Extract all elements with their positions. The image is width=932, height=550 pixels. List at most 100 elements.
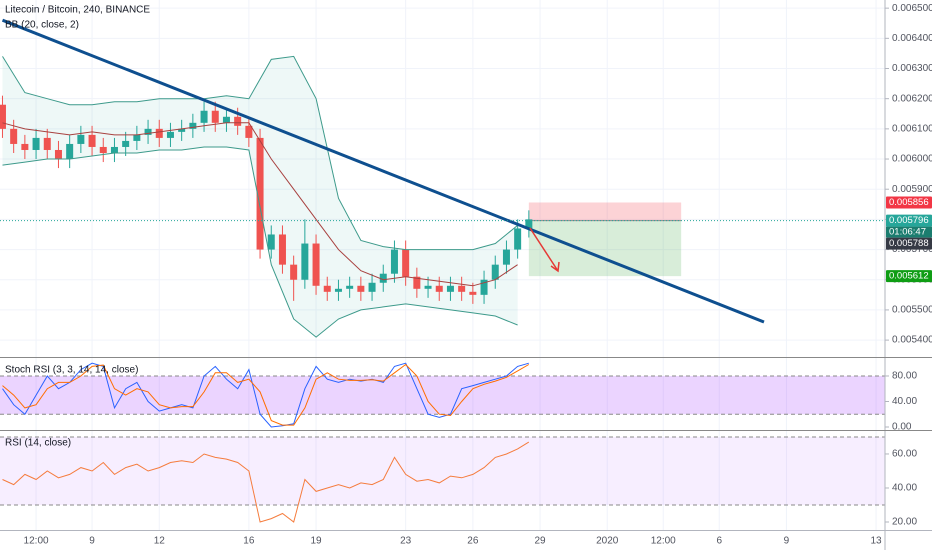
price-tag: [886, 214, 932, 227]
band-fill: [0, 436, 885, 505]
arrow-annotation: [529, 227, 560, 273]
candle-body: [446, 285, 454, 292]
candle-body: [290, 264, 298, 280]
candle-body: [312, 243, 320, 286]
candle-body: [189, 122, 197, 129]
y-tick-label: 0.005900: [892, 184, 932, 195]
indicator-line: [2, 441, 530, 523]
indicator-legend: BB (20, close, 2): [5, 20, 79, 31]
candle-body: [502, 249, 510, 265]
x-tick-label: 6: [716, 536, 722, 547]
candle-body: [245, 125, 253, 138]
x-tick-label: 12:00: [651, 536, 676, 547]
indicator-line: [2, 363, 530, 426]
candle-body: [0, 104, 6, 129]
stop-zone: [528, 202, 682, 221]
candle-body: [480, 279, 488, 295]
candle-body: [435, 285, 443, 292]
x-tick-label: 9: [89, 536, 95, 547]
y-tick-label: 0.006300: [892, 63, 932, 74]
price-tag-label: 0.005612: [889, 271, 929, 282]
candle-body: [256, 137, 264, 250]
x-tick-label: 26: [467, 536, 479, 547]
price-tag-label: 0.005788: [889, 238, 929, 249]
price-tag-label: 0.005856: [889, 197, 929, 208]
x-tick-label: 29: [534, 536, 546, 547]
candle-body: [301, 243, 309, 280]
y-tick-label: 0.006200: [892, 93, 932, 104]
x-tick-label: 13: [870, 536, 882, 547]
candle-body: [357, 285, 365, 292]
y-tick-label: 0.00: [892, 422, 912, 433]
price-tag: [886, 270, 932, 283]
y-tick-label: 40.00: [892, 396, 917, 407]
candle-body: [144, 128, 152, 135]
x-tick-label: 23: [400, 536, 412, 547]
candle-body: [178, 128, 186, 132]
overlay-line: [2, 55, 518, 251]
candle-body: [469, 291, 477, 295]
candle-body: [166, 131, 174, 138]
y-tick-label: 0.006500: [892, 3, 932, 14]
y-tick-label: 0.006400: [892, 33, 932, 44]
price-tag: [886, 196, 932, 209]
candle-body: [88, 134, 96, 147]
candle-body: [77, 134, 85, 144]
x-tick-label: 9: [784, 536, 790, 547]
candle-body: [99, 146, 107, 153]
candle-body: [491, 264, 499, 280]
indicator-line: [2, 362, 529, 428]
overlay-line: [1, 18, 765, 324]
target-zone: [528, 220, 682, 277]
candle-body: [10, 128, 18, 144]
x-tick-label: 12: [154, 536, 166, 547]
x-tick-label: 2020: [596, 536, 619, 547]
candle-body: [514, 228, 522, 250]
candle-body: [66, 143, 74, 160]
y-tick-label: 80.00: [892, 371, 917, 382]
candle-body: [133, 134, 141, 141]
candle-body: [21, 143, 29, 150]
plot: [0, 18, 885, 523]
candle-body: [32, 137, 40, 150]
candle-body: [122, 140, 130, 147]
candle-body: [110, 146, 118, 153]
candle-body: [222, 116, 230, 123]
indicator-legend: RSI (14, close): [5, 438, 71, 449]
candle-body: [155, 128, 163, 138]
candle-body: [379, 273, 387, 283]
candle-body: [346, 285, 354, 289]
candle-body: [424, 285, 432, 289]
candle-body: [334, 288, 342, 292]
candle-body: [402, 249, 410, 277]
candle-body: [323, 285, 331, 292]
x-tick-label: 12:00: [24, 536, 49, 547]
overlay-line: [2, 122, 518, 287]
candle-body: [413, 276, 421, 289]
x-tick-label: 19: [310, 536, 322, 547]
y-tick-label: 60.00: [892, 449, 917, 460]
y-tick-label: 0.005400: [892, 335, 932, 346]
candle-body: [43, 137, 51, 150]
y-tick-label: 0.005500: [892, 305, 932, 316]
y-tick-label: 0.005700: [892, 244, 932, 255]
candle-body: [278, 234, 286, 265]
countdown-label: 01:06:47: [889, 227, 926, 238]
price-tag-label: 0.005796: [889, 215, 929, 226]
indicator-legend: Stoch RSI (3, 3, 14, 14, close): [5, 365, 138, 376]
y-tick-label: 0.006100: [892, 123, 932, 134]
candle-body: [458, 285, 466, 292]
candle-body: [211, 110, 219, 123]
candle-body: [390, 249, 398, 274]
candle-body: [525, 219, 533, 229]
symbol-title: Litecoin / Bitcoin, 240, BINANCE: [5, 5, 150, 16]
y-tick-label: 40.00: [892, 483, 917, 494]
y-tick-label: 20.00: [892, 517, 917, 528]
price-tag: [886, 237, 932, 250]
candle-body: [54, 149, 62, 160]
y-tick-label: 0.006000: [892, 154, 932, 165]
candle-body: [267, 234, 275, 250]
overlay-line: [2, 146, 518, 338]
